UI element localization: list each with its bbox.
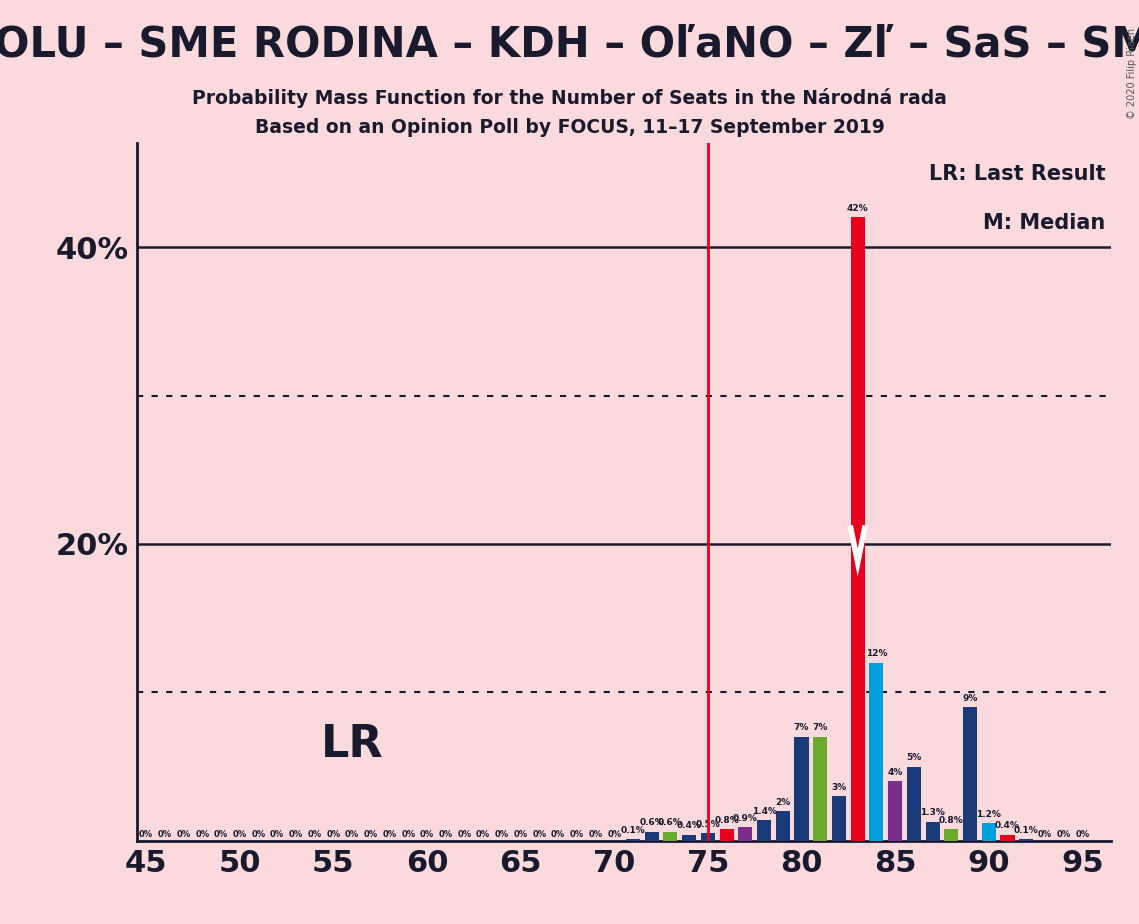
- Text: 9%: 9%: [962, 694, 977, 703]
- Bar: [663, 832, 678, 841]
- Text: Based on an Opinion Poll by FOCUS, 11–17 September 2019: Based on an Opinion Poll by FOCUS, 11–17…: [254, 118, 885, 138]
- Text: 0.4%: 0.4%: [995, 821, 1019, 831]
- Bar: [831, 796, 846, 841]
- Bar: [738, 828, 753, 841]
- Text: 0%: 0%: [420, 831, 434, 839]
- Text: LR: Last Result: LR: Last Result: [929, 164, 1106, 184]
- Text: 0%: 0%: [177, 831, 190, 839]
- Text: 0%: 0%: [1057, 831, 1071, 839]
- Bar: [645, 832, 658, 841]
- Text: 7%: 7%: [794, 723, 809, 733]
- Text: 0%: 0%: [476, 831, 490, 839]
- Bar: [869, 663, 884, 841]
- Text: 0%: 0%: [607, 831, 621, 839]
- Bar: [813, 737, 827, 841]
- Bar: [757, 821, 771, 841]
- Text: 0%: 0%: [439, 831, 452, 839]
- Text: 0.5%: 0.5%: [696, 820, 720, 829]
- Text: M: Median: M: Median: [983, 213, 1106, 233]
- Text: 1.2%: 1.2%: [976, 809, 1001, 819]
- Text: 0%: 0%: [139, 831, 153, 839]
- Bar: [1000, 835, 1015, 841]
- Bar: [964, 707, 977, 841]
- Bar: [795, 737, 809, 841]
- Text: 0%: 0%: [589, 831, 603, 839]
- Bar: [700, 833, 715, 841]
- Text: 3%: 3%: [831, 783, 846, 792]
- Text: 0%: 0%: [494, 831, 509, 839]
- Bar: [907, 767, 921, 841]
- Bar: [851, 217, 865, 841]
- Bar: [682, 835, 696, 841]
- Text: 0%: 0%: [383, 831, 396, 839]
- Text: 0%: 0%: [308, 831, 321, 839]
- Text: 1.3%: 1.3%: [920, 808, 945, 817]
- Text: 0%: 0%: [514, 831, 527, 839]
- Text: © 2020 Filip Riaen: © 2020 Filip Riaen: [1126, 28, 1137, 119]
- Text: 0%: 0%: [532, 831, 547, 839]
- Text: 0.4%: 0.4%: [677, 821, 702, 831]
- Text: 0.6%: 0.6%: [639, 819, 664, 828]
- Bar: [888, 782, 902, 841]
- Text: 0%: 0%: [157, 831, 172, 839]
- Text: 0.9%: 0.9%: [732, 814, 757, 823]
- Bar: [982, 823, 995, 841]
- Text: 1.4%: 1.4%: [752, 807, 777, 816]
- Text: 0%: 0%: [252, 831, 265, 839]
- Text: 0.8%: 0.8%: [939, 816, 964, 824]
- Text: 0.8%: 0.8%: [714, 816, 739, 824]
- Text: OLU – SME RODINA – KDH – OľaNO – Zľ – SaS – SMK: OLU – SME RODINA – KDH – OľaNO – Zľ – Sa…: [0, 23, 1139, 65]
- Text: 0%: 0%: [214, 831, 228, 839]
- Bar: [776, 811, 789, 841]
- Bar: [926, 821, 940, 841]
- Text: 4%: 4%: [887, 768, 903, 777]
- Text: 0%: 0%: [195, 831, 210, 839]
- Text: 0%: 0%: [458, 831, 472, 839]
- Text: 0.6%: 0.6%: [658, 819, 682, 828]
- Text: 0.1%: 0.1%: [1014, 826, 1039, 835]
- Text: 0%: 0%: [1038, 831, 1052, 839]
- Text: 7%: 7%: [812, 723, 828, 733]
- Bar: [626, 839, 640, 841]
- Text: 0%: 0%: [270, 831, 285, 839]
- Bar: [720, 829, 734, 841]
- Bar: [944, 829, 958, 841]
- Text: 0%: 0%: [289, 831, 303, 839]
- Text: 0%: 0%: [551, 831, 565, 839]
- Text: 2%: 2%: [776, 797, 790, 807]
- Text: 5%: 5%: [907, 753, 921, 762]
- Text: LR: LR: [321, 723, 384, 766]
- Text: Probability Mass Function for the Number of Seats in the Národná rada: Probability Mass Function for the Number…: [192, 88, 947, 108]
- Text: 0%: 0%: [1075, 831, 1090, 839]
- Text: 0%: 0%: [570, 831, 584, 839]
- Text: 0%: 0%: [363, 831, 378, 839]
- Text: 0.1%: 0.1%: [621, 826, 646, 835]
- Text: 42%: 42%: [847, 204, 869, 213]
- Bar: [1019, 839, 1033, 841]
- Text: 0%: 0%: [401, 831, 416, 839]
- Text: 12%: 12%: [866, 650, 887, 658]
- Text: 0%: 0%: [326, 831, 341, 839]
- Text: 0%: 0%: [345, 831, 359, 839]
- Text: 0%: 0%: [232, 831, 247, 839]
